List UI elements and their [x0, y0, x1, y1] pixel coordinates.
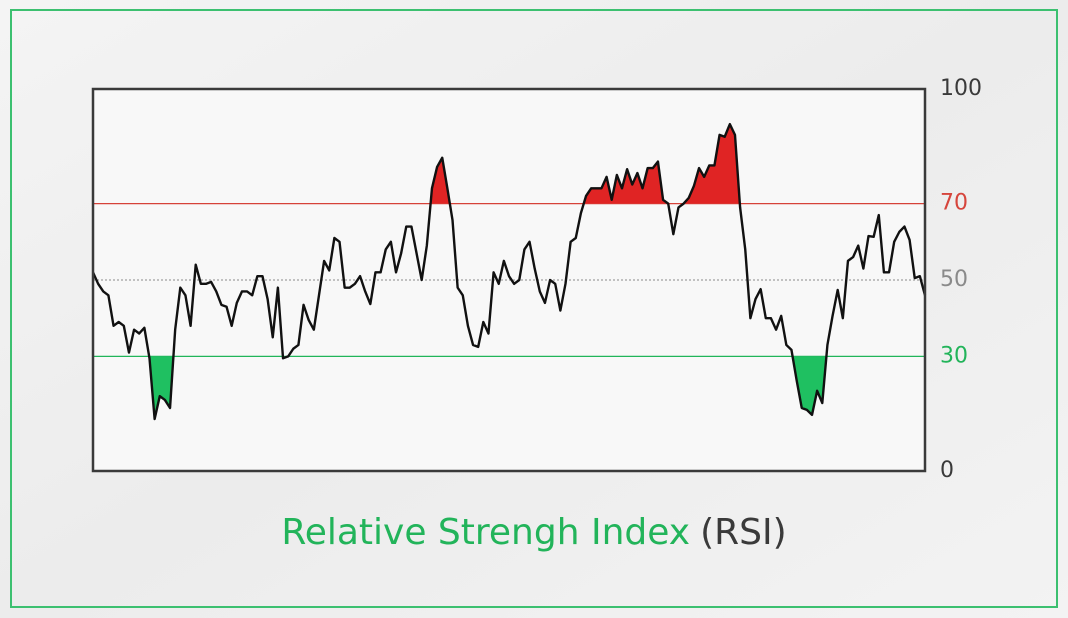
title-part: Relative Strengh Index	[281, 512, 690, 553]
rsi-line	[91, 122, 927, 421]
frame	[10, 9, 1058, 608]
y-tick-label: 0	[940, 458, 954, 483]
y-tick-label: 30	[940, 343, 968, 368]
title-part: (RSI)	[700, 512, 787, 553]
plot	[91, 122, 927, 421]
plot-border	[91, 87, 927, 473]
chart-title: Relative Strengh Index (RSI)	[281, 512, 786, 553]
y-tick-label: 70	[940, 191, 968, 216]
y-tick-label: 50	[940, 267, 968, 292]
threshold-fill	[430, 124, 740, 204]
y-tick-label: 100	[940, 76, 982, 101]
